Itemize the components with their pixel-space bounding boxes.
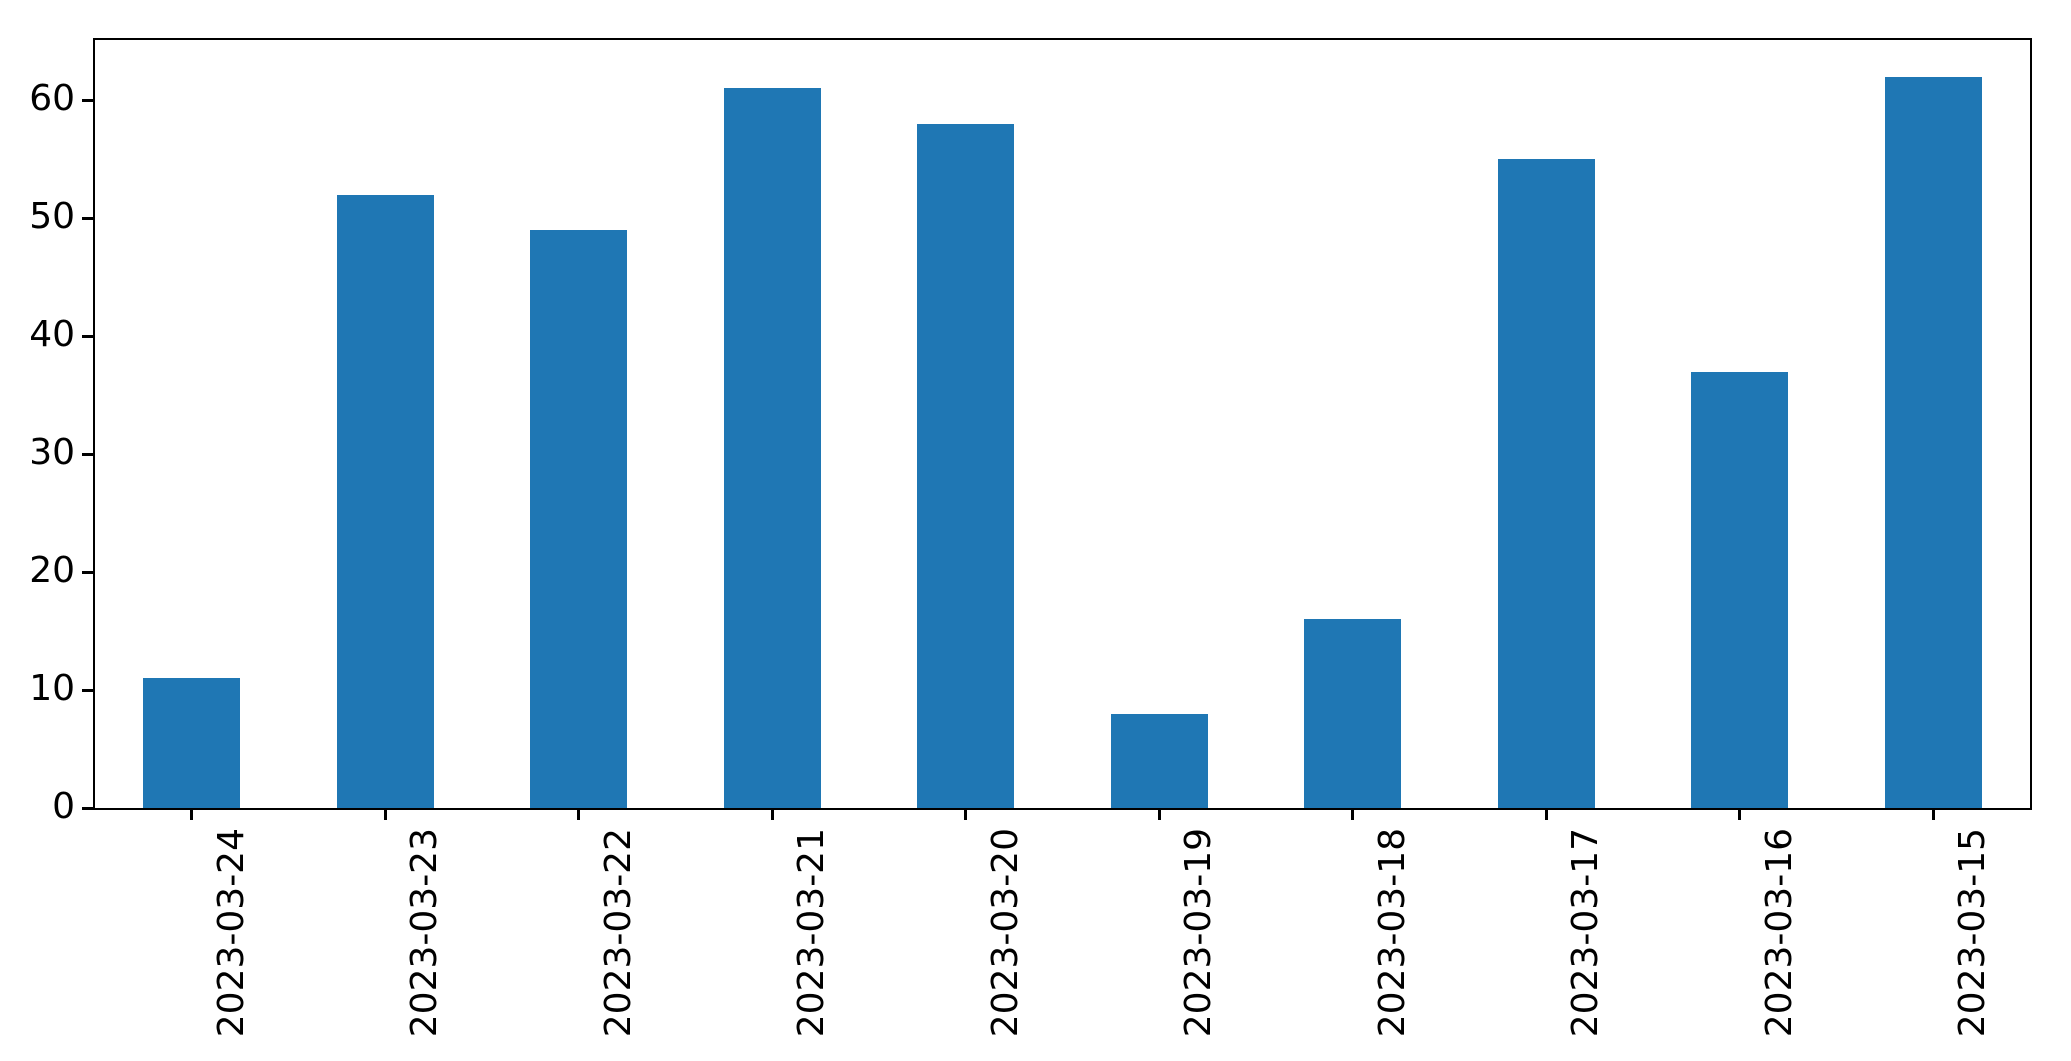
x-tick-label: 2023-03-15 [1952, 828, 1994, 1038]
bar-2023-03-18 [1304, 619, 1402, 808]
x-tick-mark [1157, 810, 1161, 820]
bar-2023-03-23 [336, 194, 434, 808]
bar-2023-03-15 [1884, 76, 1982, 808]
x-tick-label: 2023-03-17 [1565, 828, 1607, 1038]
x-tick-mark [1544, 810, 1548, 820]
y-tick-mark [82, 452, 93, 456]
x-tick-label: 2023-03-22 [597, 828, 639, 1038]
x-tick-label: 2023-03-23 [404, 828, 446, 1038]
y-tick-label: 10 [29, 668, 75, 710]
bar-2023-03-19 [1110, 713, 1208, 808]
x-tick-mark [770, 810, 774, 820]
y-tick-label: 60 [29, 78, 75, 120]
bar-2023-03-20 [917, 123, 1015, 808]
x-tick-mark [1738, 810, 1742, 820]
y-tick-mark [82, 806, 93, 810]
bar-2023-03-17 [1497, 159, 1595, 808]
y-tick-mark [82, 570, 93, 574]
plot-area [93, 38, 2032, 810]
y-tick-label: 40 [29, 314, 75, 356]
y-tick-label: 0 [52, 786, 75, 827]
y-tick-label: 20 [29, 550, 75, 592]
bar-2023-03-24 [143, 678, 241, 808]
y-tick-label: 30 [29, 432, 75, 474]
bar-2023-03-21 [723, 88, 821, 808]
y-tick-mark [82, 334, 93, 338]
y-tick-mark [82, 688, 93, 692]
x-tick-label: 2023-03-19 [1178, 828, 1220, 1038]
x-tick-label: 2023-03-16 [1758, 828, 1800, 1038]
x-tick-label: 2023-03-20 [984, 828, 1026, 1038]
x-tick-mark [1351, 810, 1355, 820]
x-tick-mark [190, 810, 194, 820]
x-tick-label: 2023-03-24 [210, 828, 252, 1038]
bar-2023-03-16 [1691, 371, 1789, 808]
y-tick-label: 50 [29, 196, 75, 238]
x-tick-label: 2023-03-21 [791, 828, 833, 1038]
x-tick-mark [383, 810, 387, 820]
x-tick-mark [577, 810, 581, 820]
y-tick-mark [82, 98, 93, 102]
y-tick-mark [82, 216, 93, 220]
x-tick-mark [1931, 810, 1935, 820]
x-tick-label: 2023-03-18 [1371, 828, 1413, 1038]
x-tick-mark [964, 810, 968, 820]
bar-2023-03-22 [530, 229, 628, 808]
